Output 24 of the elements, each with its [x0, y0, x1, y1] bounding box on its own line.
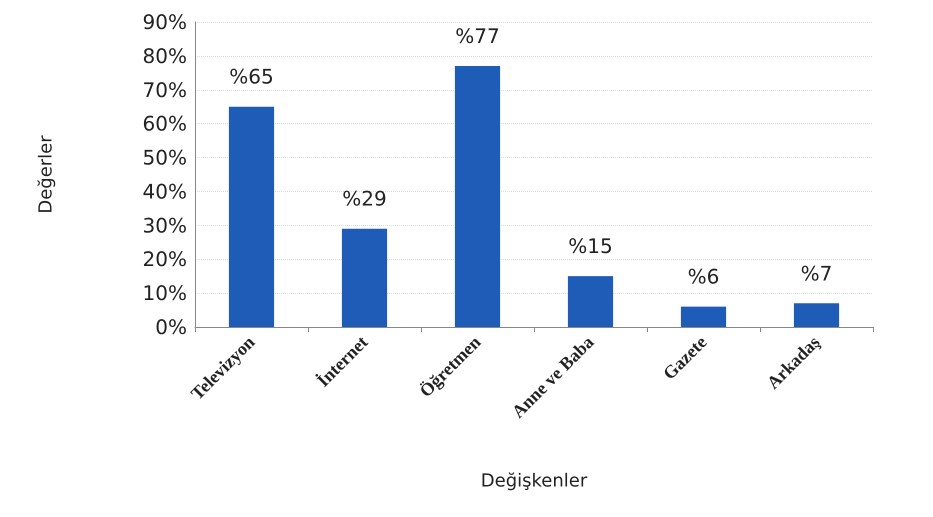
y-tick-label: 90%: [142, 10, 187, 34]
data-label: %29: [342, 186, 387, 211]
y-tick-label: 0%: [155, 315, 187, 339]
bar: [680, 306, 726, 327]
x-axis-title: Değişkenler: [480, 470, 588, 492]
bar: [454, 66, 500, 327]
y-axis-title: Değerler: [36, 134, 56, 214]
data-label: %65: [229, 64, 274, 89]
bar: [342, 228, 388, 327]
bar: [568, 276, 614, 327]
y-tick-label: 70%: [142, 78, 187, 102]
y-tick-label: 50%: [142, 146, 187, 170]
y-tick-label: 80%: [142, 44, 187, 68]
bar: [228, 106, 274, 327]
y-tick-label: 40%: [142, 179, 187, 204]
data-label: %15: [568, 234, 613, 258]
data-label: %77: [455, 24, 500, 48]
data-label: %7: [800, 261, 832, 286]
y-tick-label: 30%: [142, 213, 187, 238]
data-label: %6: [688, 264, 720, 289]
bar: [794, 303, 840, 327]
y-tick-label: 20%: [142, 247, 187, 272]
y-tick-label: 60%: [142, 112, 187, 136]
y-tick-label: 10%: [142, 281, 187, 306]
